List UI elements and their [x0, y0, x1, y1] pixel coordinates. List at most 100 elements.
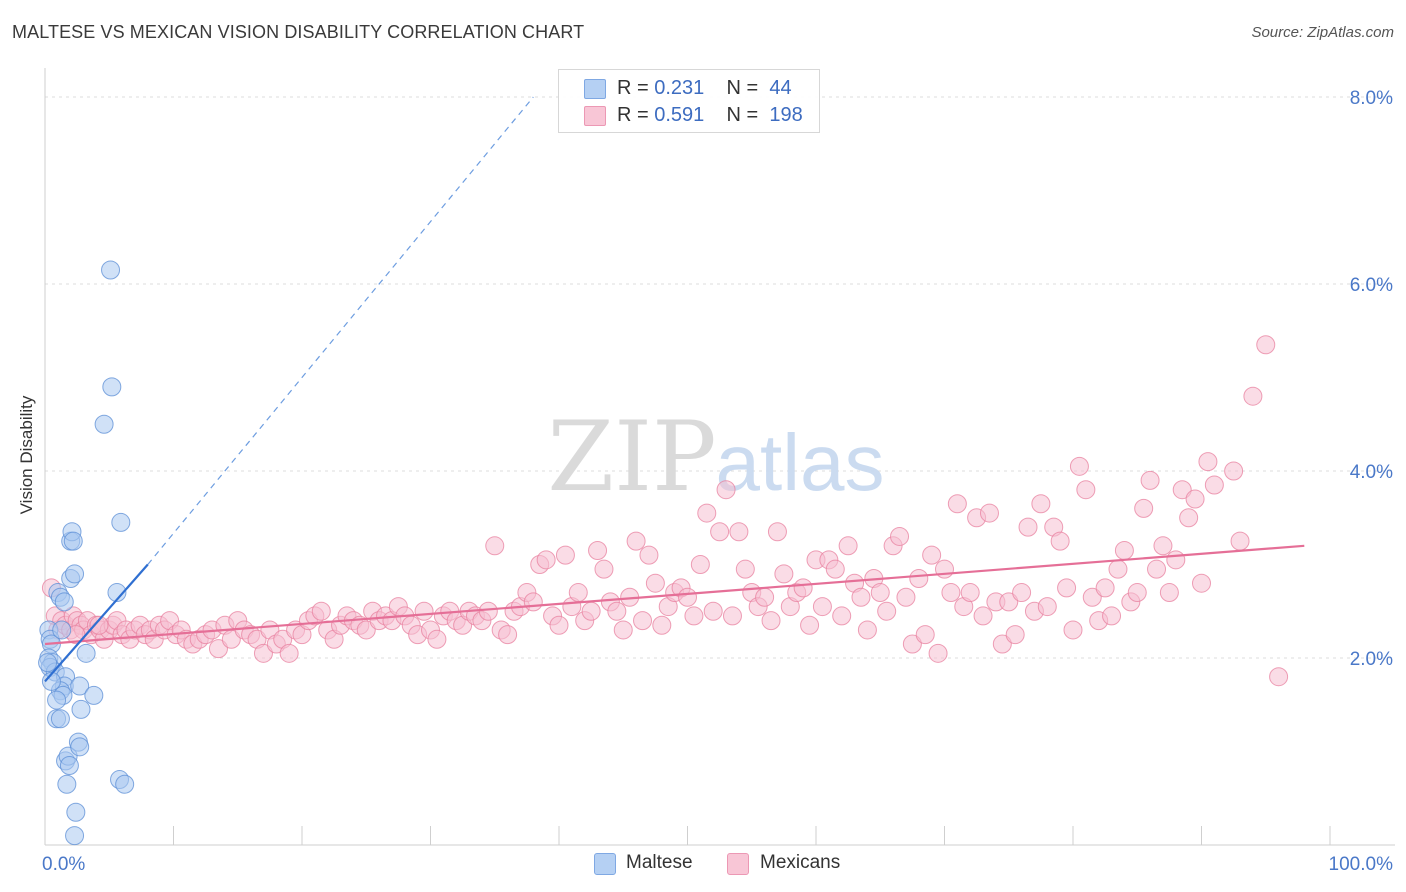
- data-point-mexicans: [1012, 583, 1032, 603]
- legend-n-value: 198: [769, 104, 803, 126]
- data-point-mexicans: [941, 583, 961, 603]
- data-point-mexicans: [1069, 456, 1089, 476]
- data-point-mexicans: [645, 573, 665, 593]
- watermark-zip: ZIP: [547, 401, 716, 513]
- data-point-mexicans: [1095, 578, 1115, 598]
- data-point-mexicans: [1159, 583, 1179, 603]
- data-point-mexicans: [485, 536, 505, 556]
- data-point-mexicans: [703, 601, 723, 621]
- watermark-atlas: atlas: [716, 418, 885, 507]
- data-point-maltese: [54, 592, 74, 612]
- legend-label-mexicans: Mexicans: [760, 852, 841, 873]
- data-point-mexicans: [1140, 470, 1160, 490]
- chart-title: MALTESE VS MEXICAN VISION DISABILITY COR…: [12, 22, 585, 42]
- data-point-mexicans: [774, 564, 794, 584]
- legend-swatch-mexicans: [727, 853, 749, 875]
- data-point-maltese: [115, 774, 135, 794]
- data-point-maltese: [70, 737, 90, 757]
- data-point-mexicans: [838, 536, 858, 556]
- data-point-mexicans: [536, 550, 556, 570]
- data-point-mexicans: [414, 601, 434, 621]
- data-point-mexicans: [1127, 583, 1147, 603]
- data-point-mexicans: [1192, 573, 1211, 593]
- data-point-mexicans: [678, 587, 697, 607]
- data-point-maltese: [76, 643, 96, 663]
- data-point-mexicans: [253, 643, 273, 663]
- data-point-mexicans: [1166, 550, 1186, 570]
- data-point-mexicans: [1076, 480, 1096, 500]
- data-point-mexicans: [1198, 452, 1218, 472]
- data-point-mexicans: [890, 526, 910, 546]
- correlation-legend: R = 0.231 N = 44 R = 0.591 N = 198: [558, 69, 820, 133]
- data-point-mexicans: [1108, 559, 1128, 579]
- data-point-maltese: [111, 512, 131, 532]
- y-tick-label: 4.0%: [1350, 462, 1393, 483]
- data-point-mexicans: [947, 494, 967, 514]
- data-point-mexicans: [697, 503, 717, 523]
- data-point-mexicans: [1185, 489, 1205, 509]
- data-point-mexicans: [1031, 494, 1051, 514]
- y-tick-label: 2.0%: [1350, 649, 1393, 670]
- data-point-maltese: [66, 802, 86, 822]
- data-point-mexicans: [1037, 597, 1057, 617]
- data-point-mexicans: [1204, 475, 1224, 495]
- y-tick-label: 8.0%: [1350, 88, 1393, 109]
- data-point-mexicans: [1147, 559, 1167, 579]
- data-point-mexicans: [877, 601, 897, 621]
- x-tick-label: 0.0%: [42, 854, 85, 875]
- data-point-mexicans: [909, 569, 929, 589]
- trend-line-maltese: [44, 563, 149, 683]
- data-point-mexicans: [89, 615, 109, 635]
- data-point-maltese: [38, 653, 58, 673]
- data-point-mexicans: [568, 583, 588, 603]
- data-point-maltese: [41, 671, 61, 691]
- axes: [44, 68, 1395, 846]
- data-point-mexicans: [594, 559, 614, 579]
- data-point-mexicans: [1050, 531, 1070, 551]
- data-point-mexicans: [1179, 508, 1199, 528]
- data-point-mexicans: [973, 606, 993, 626]
- data-point-mexicans: [793, 578, 813, 598]
- legend-r-value: 0.231: [654, 77, 705, 99]
- data-point-maltese: [101, 260, 121, 280]
- data-point-maltese: [102, 377, 122, 397]
- data-point-mexicans: [767, 522, 787, 542]
- data-point-mexicans: [1057, 578, 1077, 598]
- legend-n-label: N =: [726, 104, 764, 126]
- data-point-mexicans: [208, 639, 228, 659]
- data-point-mexicans: [851, 587, 871, 607]
- data-point-mexicans: [588, 540, 608, 560]
- watermark: ZIP atlas: [547, 401, 884, 513]
- data-point-mexicans: [800, 615, 820, 635]
- data-point-maltese: [70, 676, 90, 696]
- data-point-maltese: [107, 583, 127, 603]
- data-point-mexicans: [478, 601, 498, 621]
- data-point-mexicans: [722, 606, 742, 626]
- legend-swatch-maltese: [594, 853, 616, 875]
- data-point-mexicans: [915, 625, 935, 645]
- data-point-mexicans: [311, 601, 331, 621]
- data-point-maltese: [52, 620, 72, 640]
- data-point-mexicans: [902, 634, 922, 654]
- data-point-mexicans: [922, 545, 942, 565]
- data-point-mexicans: [1005, 625, 1025, 645]
- data-point-mexicans: [1063, 620, 1083, 640]
- data-point-mexicans: [523, 592, 543, 612]
- data-point-mexicans: [356, 620, 376, 640]
- data-point-mexicans: [607, 601, 627, 621]
- data-point-mexicans: [1256, 335, 1276, 355]
- source-note: Source: ZipAtlas.com: [1251, 24, 1394, 41]
- trend-lines: [44, 96, 1305, 683]
- data-point-maltese: [84, 685, 104, 705]
- data-point-mexicans: [928, 643, 948, 663]
- data-point-maltese: [63, 531, 83, 551]
- legend-swatch-maltese: [584, 79, 606, 99]
- data-point-mexicans: [832, 606, 852, 626]
- data-point-mexicans: [1230, 531, 1250, 551]
- grid-lines: [45, 96, 1395, 659]
- data-point-mexicans: [857, 620, 877, 640]
- data-point-mexicans: [870, 583, 890, 603]
- data-point-mexicans: [1269, 667, 1289, 687]
- data-point-mexicans: [710, 522, 730, 542]
